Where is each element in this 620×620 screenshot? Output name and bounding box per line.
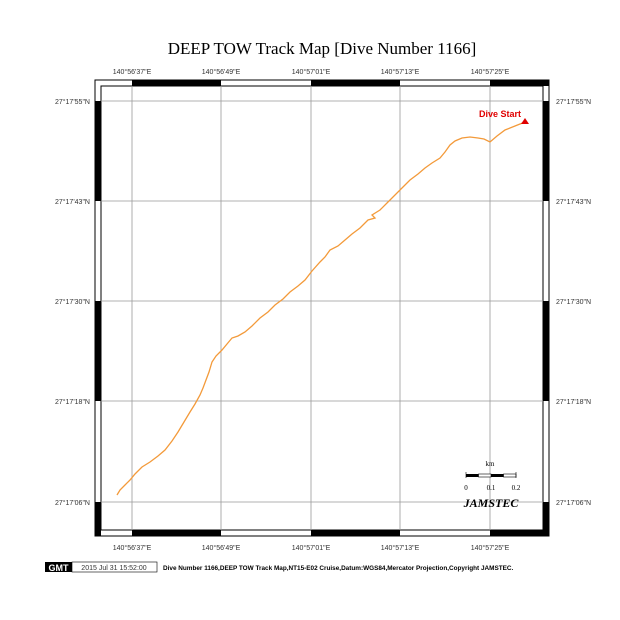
lon-label: 140°56'37"E [113,544,152,552]
frame-bars [95,80,549,536]
lat-labels-right: 27°17'55"N 27°17'43"N 27°17'30"N 27°17'1… [556,98,591,507]
lon-labels-bottom: 140°56'37"E 140°56'49"E 140°57'01"E 140°… [113,544,510,552]
scale-tick: 0.2 [512,484,521,492]
lon-label: 140°57'25"E [471,68,510,76]
scale-unit: km [486,460,496,468]
lon-label: 140°57'01"E [292,544,331,552]
lat-labels-left: 27°17'55"N 27°17'43"N 27°17'30"N 27°17'1… [55,98,90,507]
lon-labels-top: 140°56'37"E 140°56'49"E 140°57'01"E 140°… [113,68,510,76]
lat-label: 27°17'43"N [556,198,591,206]
lat-label: 27°17'55"N [556,98,591,106]
lon-label: 140°56'49"E [202,544,241,552]
footer-caption: Dive Number 1166,DEEP TOW Track Map,NT15… [163,565,514,572]
jamstec-logo: JAMSTEC [463,496,520,510]
lat-label: 27°17'06"N [556,499,591,507]
scale-bar: km 0 0.1 0.2 [464,460,521,492]
map-title: DEEP TOW Track Map [Dive Number 1166] [168,39,477,58]
lat-label: 27°17'30"N [556,298,591,306]
lon-label: 140°57'25"E [471,544,510,552]
lat-label: 27°17'06"N [55,499,90,507]
lat-label: 27°17'18"N [556,398,591,406]
lat-label: 27°17'18"N [55,398,90,406]
timestamp-box [71,561,158,573]
dive-start-label: Dive Start [479,109,521,119]
timestamp: 2015 Jul 31 15:52:00 [81,565,146,572]
graticule [101,86,543,530]
map-inner-frame [100,85,544,531]
gmt-badge-label: GMT [49,563,69,573]
lat-label: 27°17'30"N [55,298,90,306]
lon-label: 140°56'49"E [202,68,241,76]
lat-label: 27°17'43"N [55,198,90,206]
lon-label: 140°56'37"E [113,68,152,76]
lon-label: 140°57'13"E [381,544,420,552]
map-frame [94,79,550,537]
lon-label: 140°57'13"E [381,68,420,76]
scale-tick: 0.1 [487,484,496,492]
dive-start-marker-icon [521,118,529,124]
dive-track [116,121,526,496]
lon-label: 140°57'01"E [292,68,331,76]
gmt-badge [45,562,72,572]
scale-tick: 0 [464,484,468,492]
lat-label: 27°17'55"N [55,98,90,106]
